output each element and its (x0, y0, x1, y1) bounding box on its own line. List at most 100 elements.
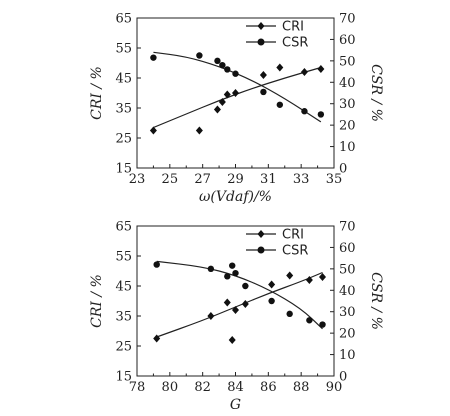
csr-point (268, 297, 275, 305)
x-tick-label: 82 (194, 380, 211, 395)
cri-point (213, 105, 221, 114)
y-left-tick-label: 35 (115, 310, 132, 325)
y-right-tick-label: 20 (339, 327, 356, 342)
legend-circle-marker (257, 38, 265, 46)
y-right-tick-label: 40 (339, 76, 356, 91)
csr-point (276, 101, 284, 108)
x-tick-label: 86 (260, 380, 277, 395)
csr-point (150, 54, 157, 61)
csr-fit-line (156, 260, 323, 330)
csr-point (306, 317, 313, 324)
y-right-tick-label: 30 (339, 97, 356, 112)
csr-fit-line (153, 51, 322, 123)
y-left-tick-label: 55 (115, 42, 132, 57)
legend-label-cri: CRI (282, 228, 304, 243)
y-left-axis-label: CRI / % (89, 274, 105, 328)
cri-point (305, 276, 313, 284)
x-tick-label: 29 (227, 172, 244, 187)
x-tick-label: 35 (326, 172, 343, 187)
cri-point (259, 71, 267, 79)
cri-point (218, 98, 226, 106)
y-right-tick-label: 0 (339, 370, 347, 385)
csr-point (219, 61, 226, 69)
csr-point (242, 282, 249, 290)
csr-point (301, 108, 308, 115)
y-left-axis-label: CRI / % (89, 66, 105, 120)
csr-point (317, 111, 325, 118)
cri-point (241, 300, 249, 308)
cri-point (286, 271, 294, 280)
cri-point (223, 298, 231, 307)
y-right-axis-label: CSR / % (368, 64, 384, 122)
csr-point (196, 52, 203, 59)
csr-point (232, 269, 239, 277)
y-left-tick-label: 45 (115, 280, 132, 295)
y-left-tick-label: 65 (115, 12, 132, 27)
y-right-tick-label: 50 (339, 262, 356, 277)
csr-point (260, 88, 267, 96)
legend-label-csr: CSR (282, 36, 308, 51)
cri-point (223, 90, 231, 99)
x-tick-label: 84 (227, 380, 244, 395)
csr-point (232, 70, 239, 77)
y-left-tick-label: 25 (115, 340, 132, 355)
csr-point (207, 265, 215, 273)
y-right-tick-label: 10 (339, 140, 356, 155)
cri-point (149, 126, 157, 135)
csr-point (224, 66, 231, 73)
csr-point (153, 261, 160, 268)
y-right-tick-label: 50 (339, 54, 356, 69)
cri-point (276, 63, 284, 72)
x-tick-label: 80 (162, 380, 179, 395)
cri-point (195, 126, 203, 135)
y-left-tick-label: 25 (115, 132, 132, 147)
x-tick-label: 25 (162, 172, 179, 187)
y-right-tick-label: 70 (339, 12, 356, 27)
legend-diamond-marker (257, 22, 265, 30)
x-tick-label: 90 (326, 380, 343, 395)
x-tick-label: 31 (260, 172, 277, 187)
x-tick-label: 27 (194, 172, 211, 187)
y-left-tick-label: 55 (115, 250, 132, 265)
csr-point (214, 57, 221, 65)
x-tick-label: 78 (129, 380, 146, 395)
y-right-tick-label: 20 (339, 119, 356, 134)
x-tick-label: 88 (293, 380, 310, 395)
cri-point (232, 306, 239, 314)
cri-fit-line (156, 271, 323, 338)
chart-g-index: 78 80 82 84 86 88 90 15 25 35 45 55 65 0 10 20 30 40 50 60 7… (89, 220, 384, 414)
cri-point (232, 89, 239, 97)
x-axis-label: ω(Vdaf)/% (199, 189, 272, 205)
y-right-tick-label: 60 (339, 241, 356, 256)
cri-fit-line (153, 66, 322, 129)
cri-point (319, 273, 327, 281)
csr-point (286, 310, 293, 318)
cri-point (207, 312, 215, 320)
y-right-axis-label: CSR / % (368, 272, 384, 330)
y-left-tick-label: 45 (115, 72, 132, 87)
cri-point (300, 68, 308, 76)
y-left-tick-label: 15 (115, 370, 132, 385)
y-left-tick-label: 35 (115, 102, 132, 117)
y-right-tick-label: 0 (339, 162, 347, 177)
cri-point (317, 65, 325, 73)
legend-label-csr: CSR (282, 244, 308, 259)
x-tick-label: 23 (129, 172, 146, 187)
csr-point (229, 262, 236, 269)
legend-label-cri: CRI (282, 20, 304, 35)
y-right-tick-label: 40 (339, 284, 356, 299)
cri-point (268, 280, 276, 289)
cri-point (228, 336, 236, 344)
y-right-tick-label: 10 (339, 348, 356, 363)
x-axis-label: G (230, 397, 241, 413)
y-right-tick-label: 60 (339, 33, 356, 48)
y-left-tick-label: 65 (115, 220, 132, 235)
y-right-tick-label: 70 (339, 220, 356, 235)
y-left-tick-label: 15 (115, 162, 132, 177)
legend-circle-marker (257, 246, 265, 254)
cri-point (153, 334, 161, 343)
chart-volatile-matter: 23 25 27 29 31 33 35 15 25 35 45 55 65 0 10 20 30 40 50 60 7… (89, 12, 384, 206)
